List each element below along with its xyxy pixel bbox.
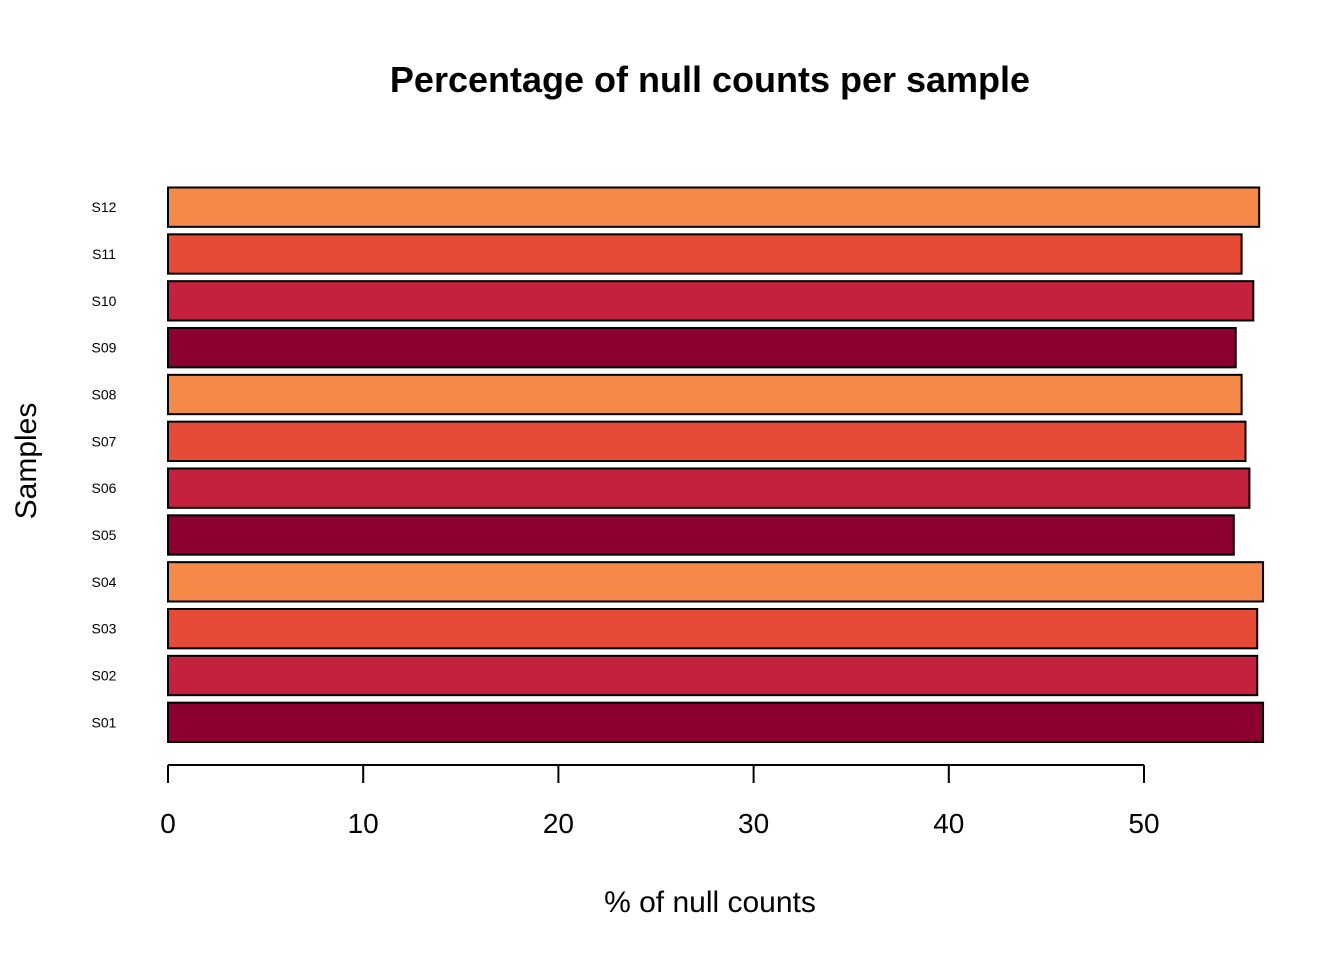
bars	[167, 186, 1265, 743]
category-label-s03: S03	[92, 621, 117, 637]
bar-s06	[167, 467, 1251, 509]
x-tick-label-20: 20	[543, 808, 574, 839]
bar-s02	[167, 654, 1259, 697]
x-tick-label-40: 40	[933, 808, 964, 839]
category-label-s12: S12	[92, 199, 117, 215]
y-axis-label: Samples	[10, 403, 43, 520]
x-axis-label: % of null counts	[604, 886, 816, 919]
bar-s08	[167, 373, 1243, 416]
category-label-s01: S01	[92, 714, 117, 730]
category-label-s08: S08	[92, 387, 117, 403]
x-tick-label-30: 30	[738, 808, 769, 839]
category-label-s11: S11	[92, 246, 116, 262]
x-tick-label-10: 10	[348, 808, 379, 839]
x-axis: 0 10 20 30 40 50	[160, 764, 1160, 839]
category-label-s02: S02	[92, 668, 117, 684]
bar-s07	[167, 420, 1247, 463]
x-tick-label-50: 50	[1128, 808, 1159, 839]
bar-s03	[167, 607, 1259, 650]
bar-s10	[167, 280, 1255, 322]
category-label-s07: S07	[92, 433, 117, 449]
category-label-s10: S10	[92, 293, 117, 309]
bar-s04	[167, 561, 1265, 603]
category-label-s06: S06	[92, 480, 117, 496]
bar-s12	[167, 186, 1261, 228]
chart-title: Percentage of null counts per sample	[390, 59, 1030, 100]
bar-s01	[167, 701, 1265, 743]
category-label-s09: S09	[92, 340, 117, 356]
category-labels: S01 S02 S03 S04 S05 S06 S07 S08 S09 S10 S11 S12	[92, 199, 117, 730]
x-tick-label-0: 0	[160, 808, 176, 839]
bar-s09	[167, 326, 1237, 369]
bar-s05	[167, 514, 1235, 556]
category-label-s05: S05	[92, 527, 117, 543]
bar-s11	[167, 233, 1243, 275]
category-label-s04: S04	[92, 574, 117, 590]
